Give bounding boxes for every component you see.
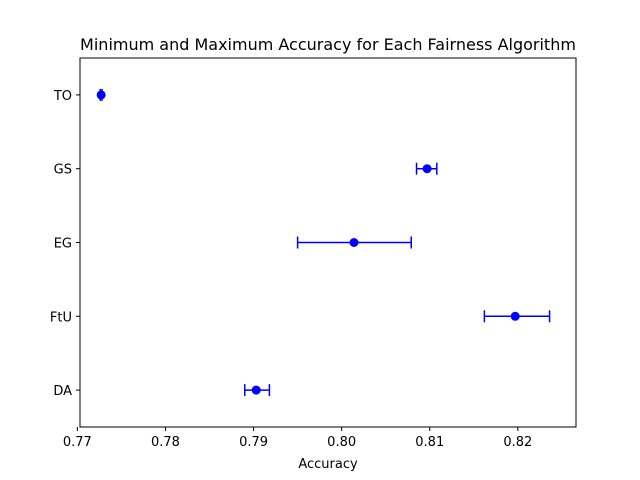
data-point-to (96, 90, 106, 100)
data-point-gs (422, 164, 432, 174)
chart-title: Minimum and Maximum Accuracy for Each Fa… (80, 35, 576, 54)
x-tick-label: 0.78 (151, 435, 180, 450)
x-tick-label: 0.82 (503, 435, 532, 450)
error-bar-gs (415, 162, 438, 175)
error-bar-to (96, 88, 106, 101)
data-point-ftu (510, 311, 520, 321)
x-tick-label: 0.79 (239, 435, 268, 450)
data-marks (96, 88, 551, 397)
y-tick-label: FtU (50, 310, 72, 325)
error-bar-eg (296, 236, 413, 249)
y-tick-label: EG (54, 237, 72, 252)
data-point-eg (349, 238, 359, 247)
x-axis-title: Accuracy (298, 457, 358, 472)
x-tick-label: 0.77 (63, 435, 92, 450)
x-tick-label: 0.80 (327, 435, 356, 450)
error-bar-ftu (483, 310, 551, 323)
y-tick-label: GS (54, 163, 72, 178)
y-tick-label: DA (53, 384, 72, 399)
error-bar-da (243, 384, 271, 397)
data-point-da (251, 385, 261, 395)
y-tick-label: TO (53, 89, 72, 104)
x-axis: 0.77 0.78 0.79 0.80 0.81 0.82 (63, 427, 532, 450)
x-tick-label: 0.81 (415, 435, 444, 450)
y-axis: TO GS EG FtU DA (50, 89, 80, 399)
